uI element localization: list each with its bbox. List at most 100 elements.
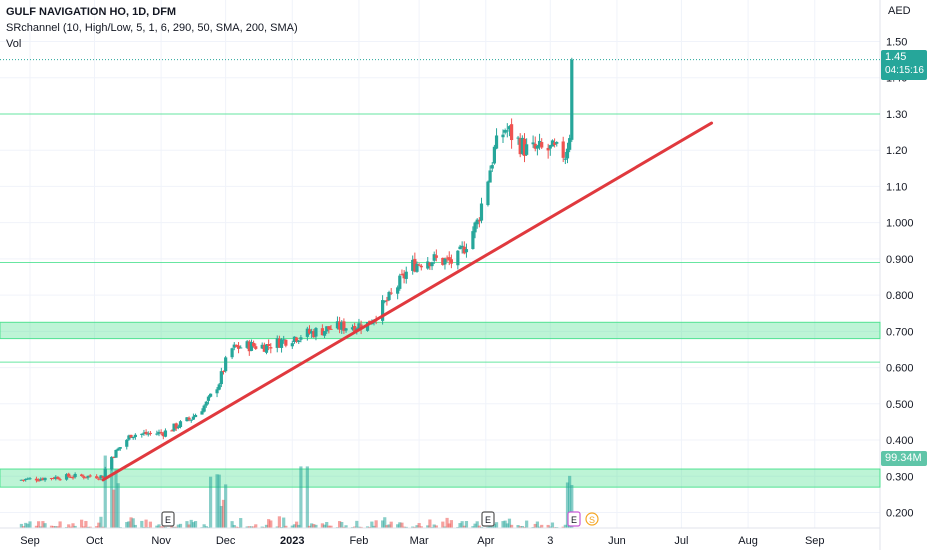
candle-body: [383, 300, 387, 302]
volume-bar: [245, 526, 249, 528]
time-tick: Nov: [151, 535, 171, 547]
candle-body: [131, 436, 135, 439]
candle-body: [295, 337, 299, 342]
volume-bar: [178, 523, 183, 528]
candle-body: [206, 396, 211, 401]
event-letter: S: [589, 515, 595, 525]
volume-bar: [370, 521, 374, 528]
symbol-title[interactable]: GULF NAVIGATION HO, 1D, DFM: [6, 6, 177, 18]
candle-body: [413, 258, 417, 272]
volume-bar: [172, 526, 176, 528]
volume-bar: [114, 469, 118, 528]
candle-body: [389, 292, 393, 294]
time-tick: Sep: [805, 535, 825, 547]
last-price-badge: 1.45 04:15:16: [881, 50, 927, 80]
volume-bar: [26, 523, 30, 528]
candle-body: [97, 478, 101, 480]
volume-bar: [125, 522, 129, 528]
volume-bar: [67, 524, 71, 528]
volume-bar: [254, 524, 258, 528]
candle-body: [381, 300, 385, 321]
candle-body: [245, 341, 249, 348]
candle-body: [548, 145, 552, 149]
volume-bar: [548, 526, 552, 528]
volume-bar: [202, 524, 206, 528]
candle-body: [146, 433, 150, 435]
volume-bar: [355, 520, 359, 528]
candle-body: [432, 254, 436, 261]
volume-bar: [340, 521, 344, 528]
candle-body: [310, 331, 314, 334]
price-tick: 0.500: [886, 399, 914, 411]
volume-bar: [189, 519, 193, 528]
volume-bar: [224, 484, 228, 528]
volume-bar: [34, 525, 39, 528]
volume-bar: [479, 526, 484, 528]
candle-body: [178, 421, 183, 428]
candle-body: [387, 292, 391, 301]
time-tick: Oct: [86, 535, 103, 547]
volume-bar: [103, 455, 107, 528]
volume-bar: [292, 524, 297, 528]
event-marker-earnings: E: [161, 511, 175, 527]
candle-body: [518, 138, 522, 155]
volume-bar: [221, 499, 226, 528]
candle-body: [49, 477, 54, 479]
candle-body: [80, 474, 84, 476]
candle-body: [419, 265, 423, 268]
candle-body: [385, 300, 389, 302]
volume-label[interactable]: Vol: [6, 38, 22, 50]
earnings-icon: [567, 511, 581, 527]
candle-body: [531, 142, 535, 145]
volume-bar: [516, 525, 520, 528]
volume-bar: [449, 520, 453, 528]
candle-body: [471, 231, 475, 249]
candle-body: [550, 140, 555, 147]
price-tick: 0.700: [886, 326, 914, 338]
volume-bar: [54, 526, 58, 528]
candle-body: [73, 473, 77, 478]
candle-body: [458, 246, 462, 250]
volume-bar: [193, 521, 198, 528]
candle-body: [193, 414, 198, 418]
candle-body: [230, 348, 234, 358]
volume-bar: [477, 525, 481, 528]
volume-bar: [344, 525, 348, 528]
candle-body: [305, 328, 309, 337]
volume-bar: [97, 522, 101, 528]
volume-bar: [295, 521, 299, 528]
candle-body: [127, 435, 131, 440]
candle-body: [275, 338, 279, 348]
time-tick: Aug: [738, 535, 758, 547]
volume-bar: [157, 524, 161, 528]
candle-body: [187, 417, 191, 420]
candle-body: [129, 434, 133, 438]
price-tick: 0.900: [886, 254, 914, 266]
time-tick: Jun: [608, 535, 626, 547]
candle-body: [252, 342, 256, 347]
volume-bar: [82, 526, 86, 528]
indicator-label[interactable]: SRchannel (10, High/Low, 5, 1, 6, 290, 5…: [6, 22, 298, 34]
volume-bar: [428, 519, 432, 528]
volume-bar: [299, 466, 303, 528]
volume-bar: [327, 525, 331, 528]
price-tick: 0.300: [886, 471, 914, 483]
volume-bar: [52, 526, 56, 528]
time-tick: 2023: [280, 535, 304, 547]
candle-body: [82, 476, 86, 478]
event-letter: E: [485, 515, 491, 525]
candle-body: [249, 342, 254, 351]
volume-bar: [389, 521, 393, 528]
candle-body: [174, 423, 178, 429]
candle-body: [546, 147, 550, 151]
volume-bar: [533, 523, 537, 528]
volume-bar: [475, 521, 479, 528]
volume-bar: [320, 523, 324, 528]
volume-bar: [58, 521, 62, 528]
candle-body: [568, 138, 572, 150]
sr-zone: [0, 468, 881, 488]
candle-body: [292, 336, 297, 343]
volume-bar: [546, 524, 550, 528]
candle-body: [71, 477, 75, 479]
